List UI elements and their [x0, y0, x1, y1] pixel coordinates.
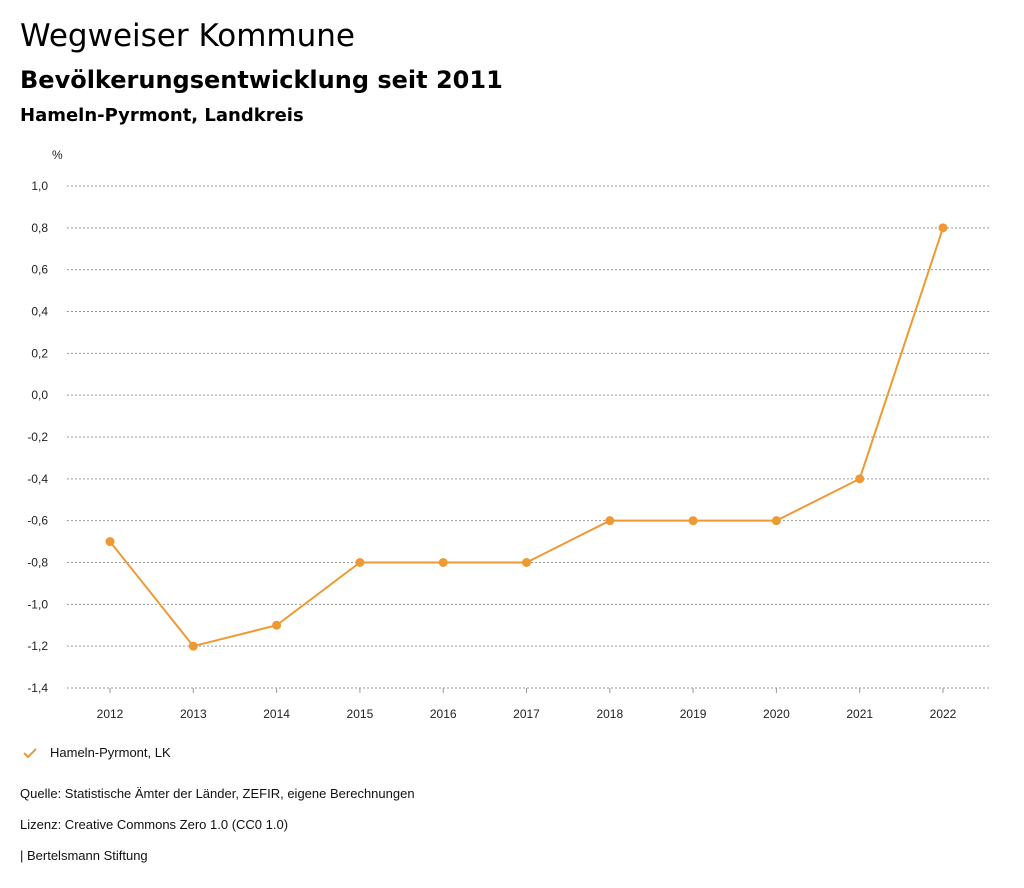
x-axis-ticks: 2012 2013 2014 2015 2016 2017 2018 2019 2020 2021… — [97, 688, 957, 721]
y-tick-label: 0,2 — [31, 346, 48, 360]
y-tick-label: 1,0 — [31, 179, 48, 193]
y-tick-label: -1,0 — [27, 597, 48, 611]
x-tick-label: 2021 — [846, 707, 873, 721]
data-point — [688, 516, 698, 526]
data-point — [855, 474, 865, 484]
source-note: Quelle: Statistische Ämter der Länder, Z… — [20, 786, 415, 801]
x-tick-label: 2012 — [97, 707, 124, 721]
y-axis-unit-label: % — [52, 148, 63, 162]
x-tick-label: 2015 — [347, 707, 374, 721]
series-layer — [105, 223, 948, 651]
y-tick-label: 0,6 — [31, 263, 48, 277]
data-point — [272, 620, 282, 630]
data-point — [771, 516, 781, 526]
data-point — [605, 516, 615, 526]
x-tick-label: 2014 — [263, 707, 290, 721]
data-point — [938, 223, 948, 233]
publisher-note: | Bertelsmann Stiftung — [20, 848, 148, 863]
series-line — [109, 227, 944, 648]
y-tick-label: 0,0 — [31, 388, 48, 402]
grid-lines — [67, 185, 990, 689]
y-tick-label: -0,8 — [27, 556, 48, 570]
y-tick-label: 0,4 — [31, 305, 48, 319]
y-tick-label: -0,2 — [27, 430, 48, 444]
data-point — [355, 558, 365, 567]
y-tick-label: -0,6 — [27, 514, 48, 528]
chart-subtitle: Bevölkerungsentwicklung seit 2011 — [20, 66, 503, 94]
y-tick-label: 0,8 — [31, 221, 48, 235]
x-tick-label: 2016 — [430, 707, 457, 721]
x-tick-label: 2018 — [596, 707, 623, 721]
data-point — [438, 558, 448, 567]
legend-label: Hameln-Pyrmont, LK — [50, 745, 171, 760]
data-point — [522, 558, 531, 567]
page-title: Wegweiser Kommune — [20, 18, 355, 54]
checkmark-icon — [23, 747, 37, 758]
region-label: Hameln-Pyrmont, Landkreis — [20, 105, 304, 126]
data-point — [105, 537, 115, 547]
x-tick-label: 2019 — [680, 707, 707, 721]
x-tick-label: 2022 — [930, 707, 957, 721]
line-chart: % 1,0 0,8 0,6 0,4 0,2 0,0 -0,2 -0,4 -0,6 -0,8 -1,0… — [27, 148, 990, 721]
legend[interactable]: Hameln-Pyrmont, LK — [22, 745, 171, 760]
data-point — [188, 641, 198, 651]
y-tick-label: -1,4 — [27, 681, 48, 695]
y-tick-label: -1,2 — [27, 639, 48, 653]
y-tick-label: -0,4 — [27, 472, 48, 486]
x-tick-label: 2013 — [180, 707, 207, 721]
license-note: Lizenz: Creative Commons Zero 1.0 (CC0 1… — [20, 817, 289, 832]
y-axis-ticks: 1,0 0,8 0,6 0,4 0,2 0,0 -0,2 -0,4 -0,6 -0,8 -1,0 -1… — [27, 179, 48, 695]
x-tick-label: 2020 — [763, 707, 790, 721]
x-tick-label: 2017 — [513, 707, 540, 721]
